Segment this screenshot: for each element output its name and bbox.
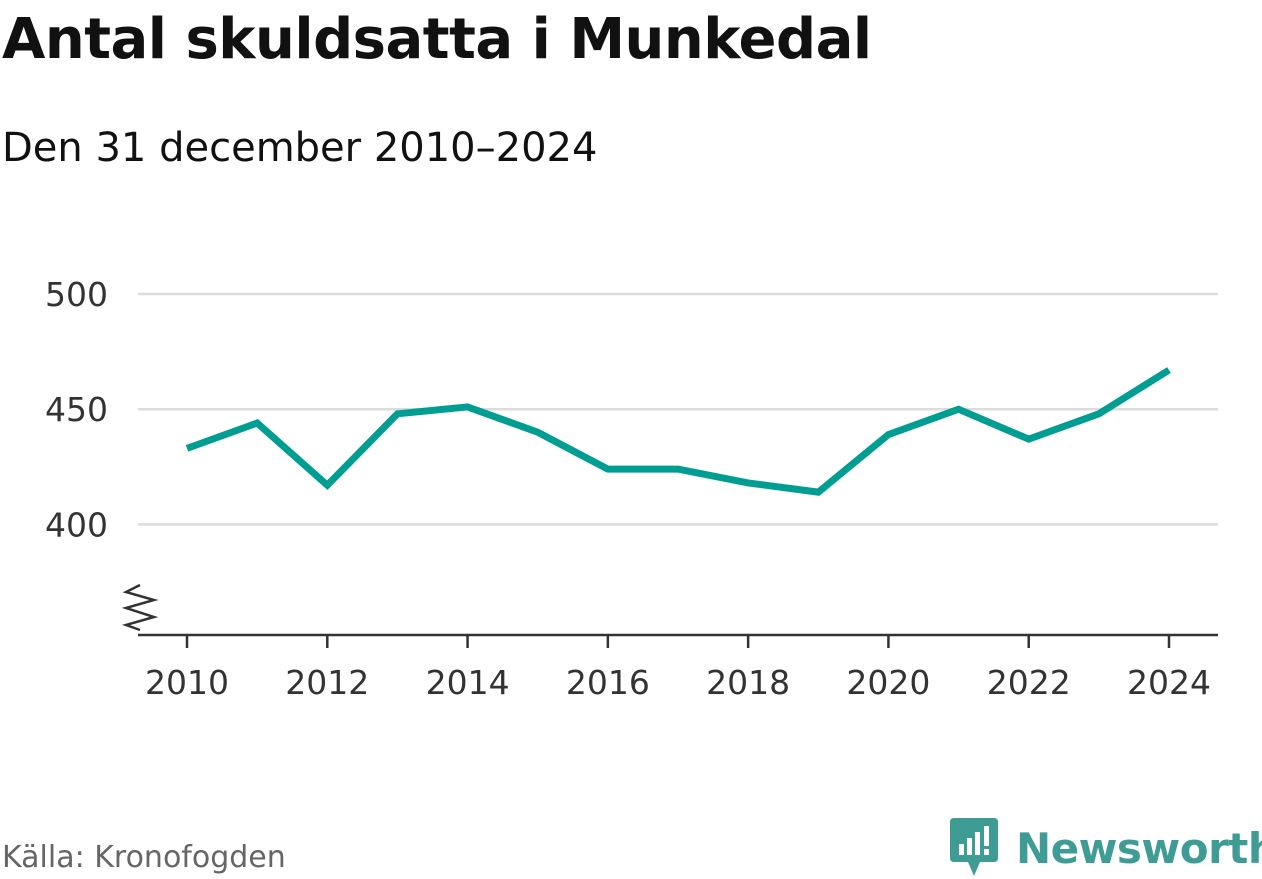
x-tick-label-2012: 2012 xyxy=(285,663,369,702)
x-tick-label-2018: 2018 xyxy=(706,663,790,702)
brand-logo: Newsworthy xyxy=(950,818,1262,878)
gridlines xyxy=(138,292,1218,526)
x-axis-labels: 2010 2012 2014 2016 2018 2020 2022 2024 xyxy=(145,663,1211,702)
chart-title: Antal skuldsatta i Munkedal xyxy=(2,7,872,72)
x-tick-label-2016: 2016 xyxy=(566,663,650,702)
newsworthy-logo-icon xyxy=(950,818,998,876)
x-tick-label-2010: 2010 xyxy=(145,663,229,702)
source-note: Källa: Kronofogden xyxy=(2,840,286,875)
y-tick-label-500: 500 xyxy=(45,275,108,314)
x-axis xyxy=(121,583,1218,648)
y-tick-label-400: 400 xyxy=(45,505,108,544)
x-tick-label-2024: 2024 xyxy=(1127,663,1211,702)
brand-name: Newsworthy xyxy=(1016,823,1262,873)
y-axis-labels: 400 450 500 xyxy=(45,275,108,544)
series-line xyxy=(185,367,1171,496)
series-layer xyxy=(185,367,1171,496)
x-tick-label-2022: 2022 xyxy=(987,663,1071,702)
axis-break-icon xyxy=(121,583,159,632)
y-tick-label-450: 450 xyxy=(45,390,108,429)
x-tick-label-2014: 2014 xyxy=(426,663,510,702)
x-tick-label-2020: 2020 xyxy=(846,663,930,702)
chart-subtitle: Den 31 december 2010–2024 xyxy=(2,125,598,171)
